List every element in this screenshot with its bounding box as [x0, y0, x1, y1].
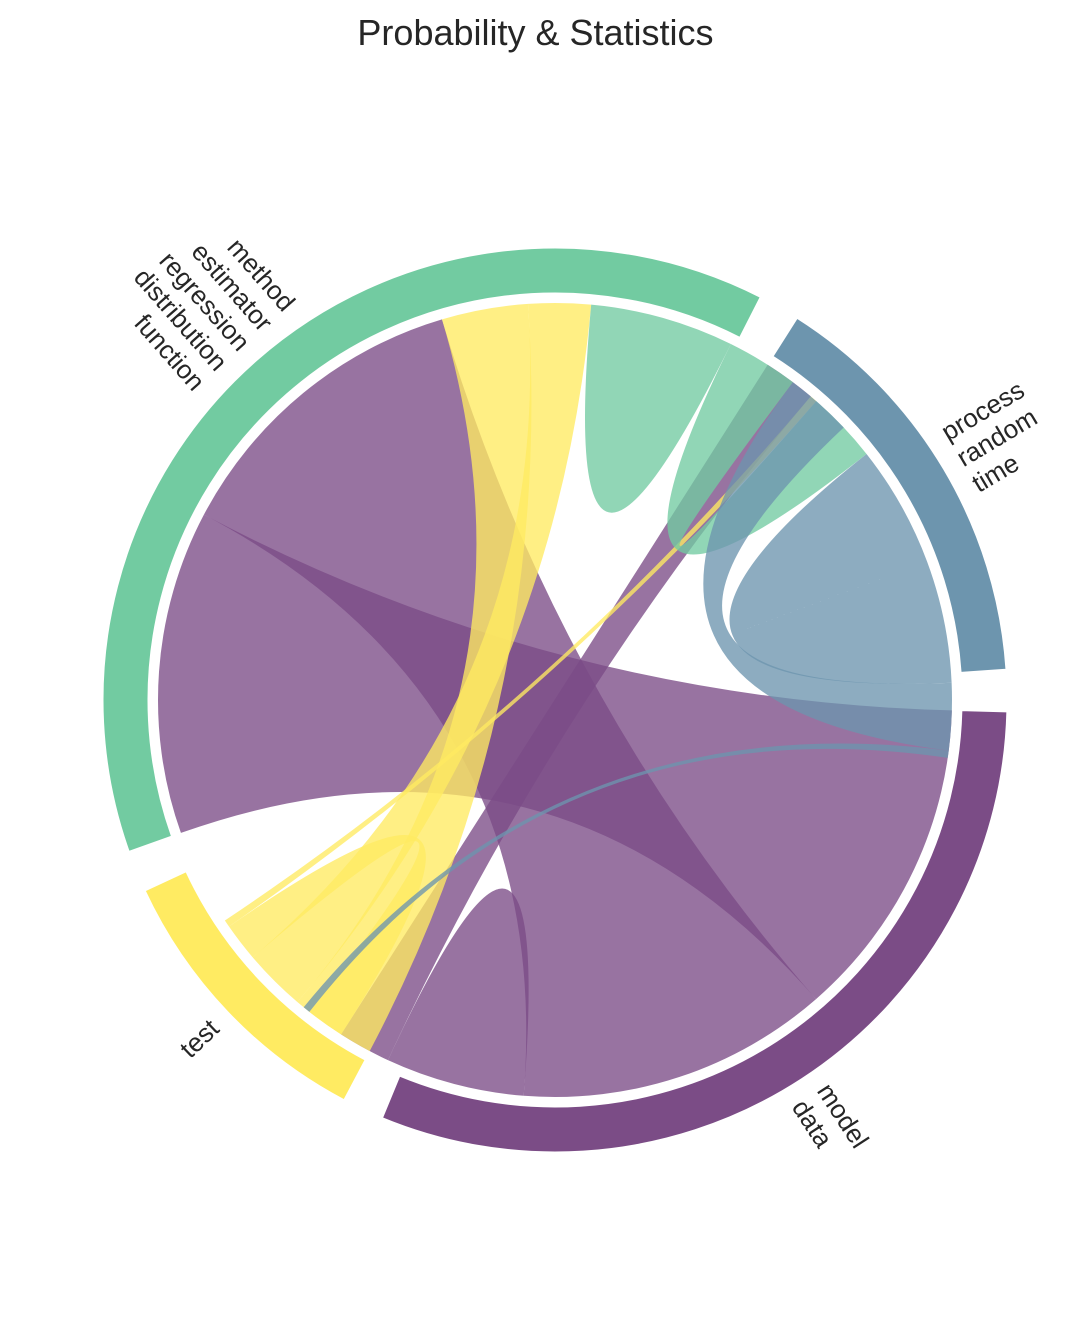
- group-arc-process: [772, 317, 1007, 673]
- group-label-process: processrandomtime: [936, 374, 1060, 498]
- group-arc-method: [102, 247, 761, 852]
- chart-title: Probability & Statistics: [357, 12, 714, 53]
- chord-ribbon: [729, 453, 952, 684]
- chord-ribbon: [703, 382, 952, 751]
- group-arc-test: [144, 871, 366, 1101]
- chord-ribbon: [584, 304, 731, 513]
- group-label-test: test: [174, 1013, 226, 1064]
- chord-ribbon: [203, 319, 817, 1097]
- chord-ribbon: [228, 835, 426, 1035]
- chord-ribbon: [667, 344, 867, 555]
- group-label-line: test: [174, 1013, 226, 1064]
- chord-ribbon: [252, 302, 592, 1003]
- group-arc-model: [381, 710, 1008, 1153]
- chord-ribbon: [387, 888, 529, 1096]
- group-label-model: modeldata: [786, 1078, 875, 1170]
